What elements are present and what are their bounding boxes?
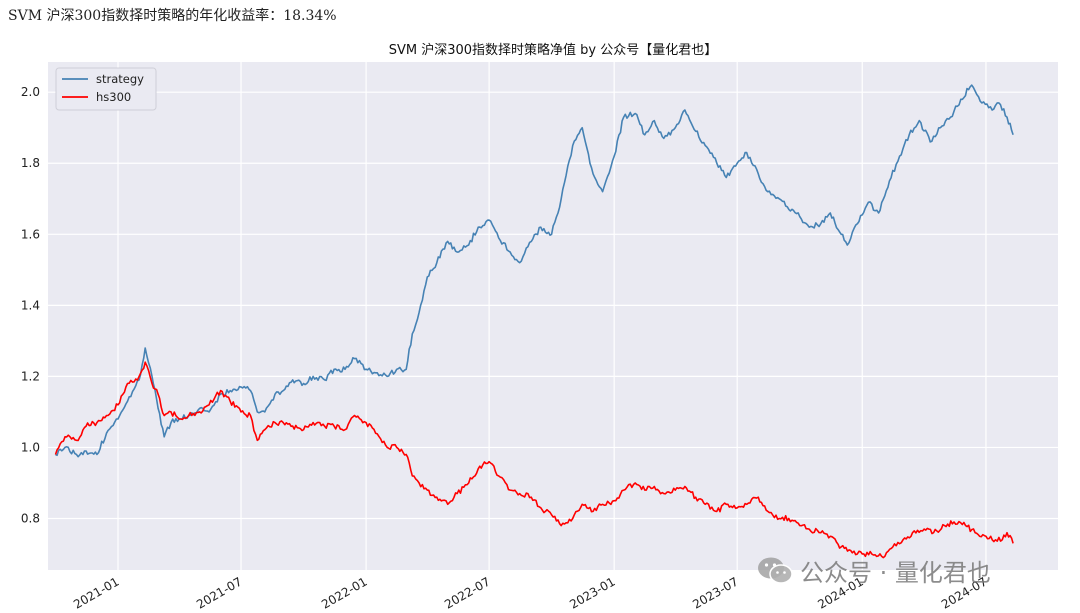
x-tick-label: 2023-07 [690, 574, 740, 611]
legend-label-strategy: strategy [96, 72, 144, 86]
series-layer [54, 84, 1014, 559]
y-tick-label: 1.4 [21, 298, 40, 312]
series-line-strategy [55, 84, 1014, 458]
series-line-hs300 [54, 361, 1014, 559]
y-tick-label: 0.8 [21, 511, 40, 525]
y-tick-label: 1.0 [21, 440, 40, 454]
y-tick-label: 2.0 [21, 85, 40, 99]
legend-label-hs300: hs300 [96, 90, 131, 104]
watermark: 公众号 · 量化君也 [756, 553, 991, 588]
chart-title: SVM 沪深300指数择时策略净值 by 公众号【量化君也】 [389, 42, 718, 58]
wechat-icon [756, 555, 794, 587]
x-tick-label: 2021-01 [71, 574, 121, 611]
y-tick-label: 1.6 [21, 227, 40, 241]
result-summary: SVM 沪深300指数择时策略的年化收益率：18.34% [8, 8, 337, 24]
legend: strategy hs300 [55, 67, 157, 111]
x-tick-label: 2022-07 [442, 574, 492, 611]
y-tick-label: 1.8 [21, 156, 40, 170]
watermark-text: 公众号 · 量化君也 [800, 559, 991, 587]
y-tick-label: 1.2 [21, 369, 40, 383]
grid [48, 62, 1058, 570]
plot-area [48, 62, 1058, 570]
x-tick-label: 2021-07 [194, 574, 244, 611]
x-tick-label: 2023-01 [567, 574, 617, 611]
x-tick-label: 2022-01 [319, 574, 369, 611]
